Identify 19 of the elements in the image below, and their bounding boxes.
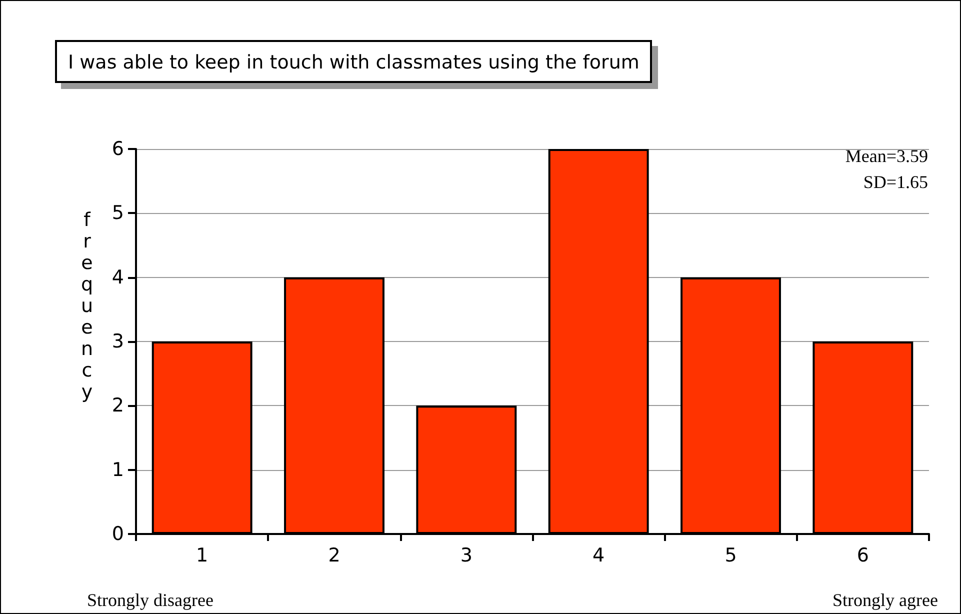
y-tick-label: 2 <box>112 394 124 417</box>
y-tick-label: 3 <box>112 330 124 352</box>
annotation: Mean=3.59 <box>845 146 928 166</box>
annotation: SD=1.65 <box>863 172 928 192</box>
x-tick-label: 6 <box>856 544 869 566</box>
y-tick-label: 1 <box>112 458 124 481</box>
x-tick-label: 3 <box>460 544 472 566</box>
text: frequency <box>81 208 94 403</box>
text: Strongly agree <box>832 590 938 610</box>
y-tick-label: 5 <box>112 202 124 224</box>
text: Strongly disagree <box>87 590 214 610</box>
x-tick-label: 4 <box>592 544 605 566</box>
y-tick-label: 4 <box>112 266 124 288</box>
x-tick-label: 1 <box>196 544 208 566</box>
y-tick-label: 0 <box>112 523 124 545</box>
chart-title: I was able to keep in touch with classmates using the forum <box>68 52 640 74</box>
x-tick-label: 2 <box>328 544 340 566</box>
x-tick-label: 5 <box>724 544 737 566</box>
y-tick-label: 6 <box>112 138 124 160</box>
